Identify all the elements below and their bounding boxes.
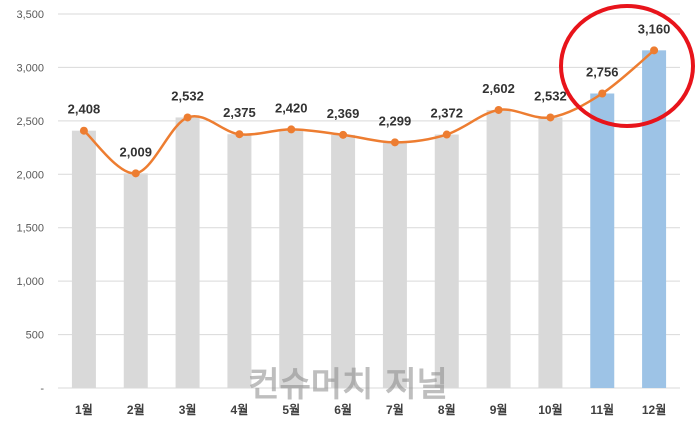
x-tick-label: 1월 [75,402,93,417]
bar [331,134,356,388]
line-point [183,113,192,122]
x-tick-label: 9월 [490,402,508,417]
bar [590,93,615,389]
x-tick-label: 11월 [590,402,614,417]
line-point [494,105,503,114]
line-point [79,126,88,135]
line-point [442,130,451,139]
bar [434,134,459,388]
bar [538,117,563,388]
y-tick-label: - [40,383,44,395]
x-tick-label: 3월 [179,402,197,417]
x-tick-label: 12월 [642,402,666,417]
data-label: 2,420 [275,100,308,115]
y-tick-label: 1,000 [16,276,44,288]
line-point [339,130,348,139]
data-label: 2,369 [327,106,360,121]
trend-line-path [83,49,655,175]
bar [486,109,511,389]
bar [227,134,252,388]
y-tick-label: 2,000 [16,169,44,181]
x-tick-label: 5월 [282,402,300,417]
data-label: 2,375 [223,105,256,120]
x-tick-label: 4월 [231,402,249,417]
data-label: 2,532 [534,88,567,103]
y-axis-ticks: - 500 1,000 1,500 2,000 2,500 3,000 3,500 [16,9,44,395]
line-point [390,138,399,147]
line-point [131,169,140,178]
bar [279,129,304,389]
bar [71,130,96,389]
bar [382,142,407,388]
data-label: 2,602 [482,81,515,96]
trend-line [79,46,659,178]
data-label: 2,756 [586,65,619,80]
data-labels: 2,408 2,009 2,532 2,375 2,420 2,369 2,299 2,372… [68,21,671,159]
watermark: 컨슈머치 저널 [248,365,448,405]
y-tick-label: 500 [26,330,44,342]
bar [175,117,200,388]
line-point [235,130,244,139]
x-tick-label: 10월 [538,402,562,417]
x-axis-ticks: 1월 2월 3월 4월 5월 6월 7월 8월 9월 10월 11월 12월 [75,402,666,417]
data-label: 2,372 [430,106,463,121]
line-point [287,125,296,134]
data-label: 2,009 [119,144,152,159]
line-point [650,46,659,55]
x-tick-label: 7월 [386,402,404,417]
line-point [546,113,555,122]
x-tick-label: 6월 [334,402,352,417]
x-tick-label: 8월 [438,402,456,417]
y-tick-label: 3,000 [16,62,44,74]
y-tick-label: 3,500 [16,9,44,21]
line-point [598,89,607,98]
data-label: 2,408 [68,102,101,117]
highlight-circle [559,4,695,128]
bars [71,50,667,389]
x-tick-label: 2월 [127,402,145,417]
bar [642,50,667,389]
y-tick-label: 1,500 [16,223,44,235]
bar [123,173,148,388]
data-label: 2,532 [171,88,204,103]
y-tick-label: 2,500 [16,116,44,128]
data-label: 2,299 [379,113,412,128]
grid-lines [58,13,680,389]
data-label: 3,160 [638,21,671,36]
